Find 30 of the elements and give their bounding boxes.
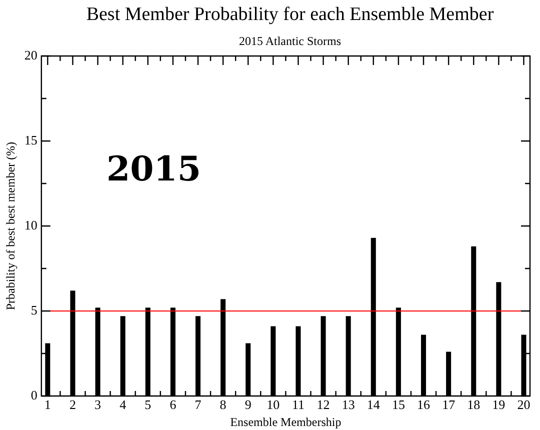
y-axis-title: Prbability of best best member (%) <box>3 142 18 310</box>
x-tick-label: 1 <box>44 397 51 412</box>
x-tick-label: 10 <box>266 397 280 412</box>
x-tick-label: 14 <box>366 397 380 412</box>
x-tick-label: 3 <box>94 397 102 412</box>
x-tick-label: 2 <box>69 397 76 412</box>
x-tick-label: 18 <box>467 397 480 412</box>
chart-subtitle: 2015 Atlantic Storms <box>238 34 342 49</box>
x-tick-label: 4 <box>120 397 127 412</box>
chart-title: Best Member Probability for each Ensemble Member <box>85 4 495 26</box>
x-tick-label: 19 <box>492 397 506 412</box>
y-tick-label: 0 <box>30 387 38 402</box>
x-tick-label: 6 <box>170 397 177 412</box>
x-tick-label: 7 <box>194 397 202 412</box>
x-axis-title: Ensemble Membership <box>230 414 342 429</box>
x-tick-label: 13 <box>342 397 355 412</box>
x-tick-label: 17 <box>442 397 456 412</box>
x-tick-label: 5 <box>144 397 152 412</box>
annotation: 2015 <box>106 149 202 190</box>
x-tick-label: 8 <box>220 397 226 412</box>
y-tick-label: 15 <box>24 132 38 148</box>
x-tick-label: 16 <box>417 397 431 412</box>
y-tick-label: 20 <box>24 47 38 62</box>
x-tick-label: 12 <box>316 397 330 412</box>
y-tick-label: 10 <box>24 217 38 232</box>
x-tick-label: 9 <box>244 397 252 412</box>
y-tick-label: 5 <box>30 302 38 318</box>
x-tick-label: 11 <box>292 397 304 412</box>
x-tick-label: 20 <box>517 397 530 412</box>
x-tick-label: 15 <box>392 397 405 412</box>
